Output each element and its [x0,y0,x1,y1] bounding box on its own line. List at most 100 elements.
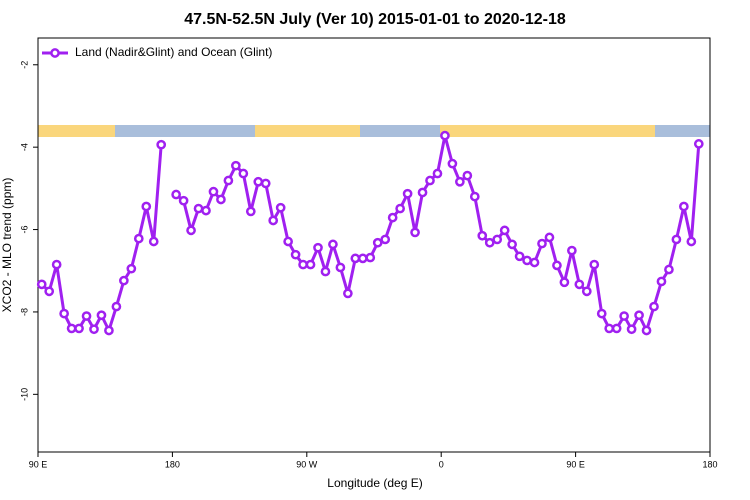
data-point [313,242,323,253]
data-point [589,259,600,270]
data-point [59,308,69,319]
data-point [596,308,607,319]
data-point [604,323,615,334]
y-tick-label: -8 [19,308,29,316]
chart-title: 47.5N-52.5N July (Ver 10) 2015-01-01 to … [184,11,566,28]
data-point [283,236,293,247]
data-point [156,139,167,150]
x-tick-label: 90 W [296,459,318,469]
data-point [328,239,338,250]
data-point [81,311,92,321]
y-tick-label: -6 [19,226,29,234]
data-point [148,236,159,247]
data-point [350,253,361,264]
data-point [96,310,107,321]
data-point [111,301,122,312]
data-point [634,310,644,321]
data-point [410,227,420,238]
data-point [664,264,674,275]
data-point [574,279,585,290]
data-point [686,236,697,247]
data-point [425,175,435,186]
x-tick-label: 180 [702,459,717,469]
data-point [514,251,525,262]
plot-frame [37,37,711,453]
data-point [320,266,331,277]
data-point [290,249,301,260]
data-point [679,201,689,212]
data-point [357,253,368,264]
data-point [201,205,211,216]
data-point [268,215,279,226]
data-point [126,263,137,274]
data-point [298,259,308,270]
data-point [372,237,383,248]
data-point [484,237,495,248]
data-point [649,301,659,312]
data-point [133,233,144,244]
data-point [36,279,47,290]
x-axis-label: Longitude (deg E) [327,476,422,490]
x-tick-label: 0 [439,459,444,469]
data-point [447,158,458,169]
data-point [253,176,264,187]
data-point [119,275,129,286]
data-point [641,325,652,336]
data-point [402,188,413,199]
data-point [238,168,249,179]
data-point [44,286,55,297]
data-point [432,168,443,179]
data-point [529,257,540,268]
data-point [66,323,77,334]
data-point [656,276,667,287]
data-point [567,245,577,256]
data-point [51,259,62,270]
data-point [522,255,532,266]
data-point [693,139,704,149]
data-point [469,191,480,202]
data-point [223,175,234,186]
y-tick-label: -2 [19,61,29,69]
land-ocean-strip [38,125,710,137]
series-line [40,134,701,332]
data-point [395,203,405,214]
data-point [440,130,450,141]
data-point [365,252,376,263]
data-point [581,286,592,297]
data-point [231,160,241,171]
data-point [544,232,555,243]
data-point [343,288,353,299]
data-point [186,225,196,236]
data-point [499,225,510,236]
data-point [74,323,84,334]
data-point [193,203,204,214]
data-point [492,234,503,245]
data-point [260,178,271,189]
y-axis-label: XCO2 - MLO trend (ppm) [0,178,14,313]
x-tick-label: 90 E [566,459,585,469]
data-point [89,324,99,335]
data-point [305,259,316,270]
data-point [417,187,428,198]
data-point [507,239,517,250]
x-tick-label: 90 E [29,459,48,469]
legend-marker [50,48,60,58]
data-point [387,212,398,223]
legend-label: Land (Nadir&Glint) and Ocean (Glint) [75,45,272,59]
data-point [559,277,570,288]
y-tick-label: -4 [19,143,29,151]
data-point [462,170,473,181]
data-point [104,325,114,336]
data-point [619,311,629,321]
data-point [178,195,189,206]
data-point [141,201,152,212]
data-point [611,323,622,334]
data-point [275,202,286,213]
data-point [626,324,637,335]
y-tick-label: -10 [19,388,29,401]
data-point [380,234,391,245]
data-point [455,176,465,187]
data-point [245,206,256,217]
data-point [335,262,346,273]
